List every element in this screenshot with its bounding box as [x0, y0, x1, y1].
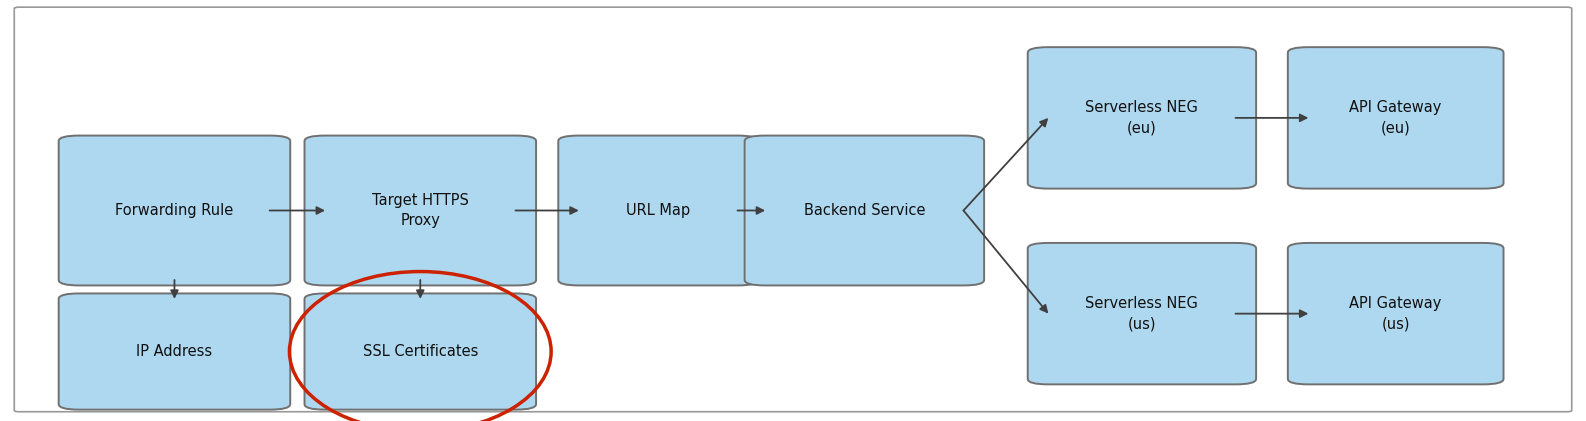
Text: Target HTTPS
Proxy: Target HTTPS Proxy	[371, 193, 469, 228]
FancyBboxPatch shape	[1028, 47, 1256, 189]
Text: Serverless NEG
(eu): Serverless NEG (eu)	[1085, 101, 1199, 135]
Text: IP Address: IP Address	[136, 344, 213, 359]
Text: Serverless NEG
(us): Serverless NEG (us)	[1085, 296, 1199, 331]
Text: API Gateway
(us): API Gateway (us)	[1350, 296, 1442, 331]
FancyBboxPatch shape	[305, 293, 536, 410]
Text: SSL Certificates: SSL Certificates	[363, 344, 477, 359]
Text: Backend Service: Backend Service	[804, 203, 925, 218]
FancyBboxPatch shape	[1028, 243, 1256, 384]
Text: API Gateway
(eu): API Gateway (eu)	[1350, 101, 1442, 135]
FancyBboxPatch shape	[558, 136, 758, 285]
FancyBboxPatch shape	[1288, 243, 1504, 384]
FancyBboxPatch shape	[305, 136, 536, 285]
FancyBboxPatch shape	[1288, 47, 1504, 189]
FancyBboxPatch shape	[59, 293, 290, 410]
FancyBboxPatch shape	[745, 136, 983, 285]
FancyBboxPatch shape	[59, 136, 290, 285]
FancyBboxPatch shape	[14, 7, 1572, 412]
Text: Forwarding Rule: Forwarding Rule	[116, 203, 233, 218]
Text: URL Map: URL Map	[626, 203, 690, 218]
